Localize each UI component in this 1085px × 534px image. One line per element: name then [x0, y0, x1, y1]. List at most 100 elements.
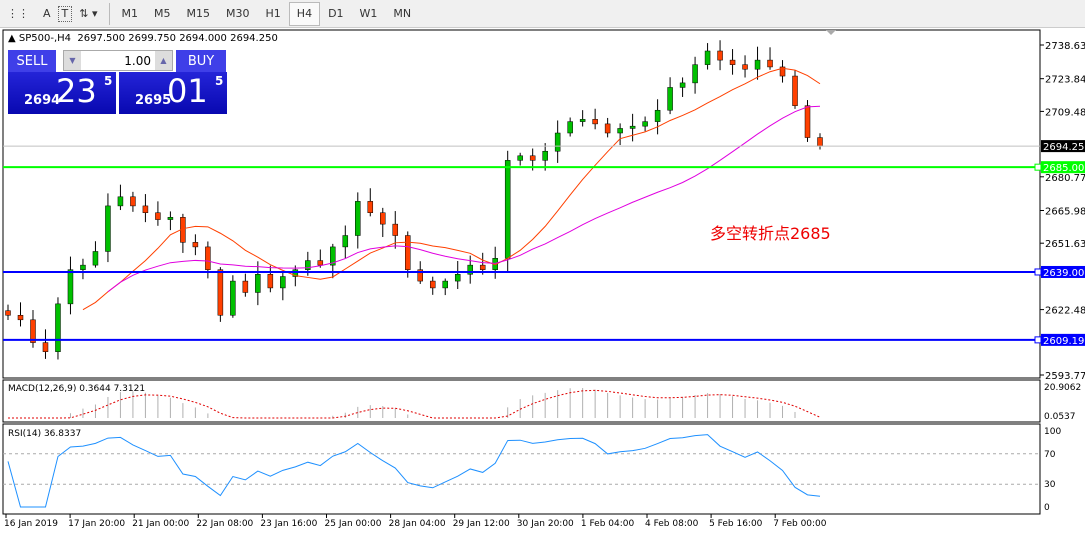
timeframe-d1[interactable]: D1: [328, 7, 344, 20]
horizontal-line[interactable]: [3, 265, 1085, 278]
bear-candle: [142, 205, 149, 213]
bull-candle: [92, 251, 99, 266]
bull-candle: [342, 235, 349, 248]
chart-annotation: 多空转折点2685: [710, 224, 831, 243]
sell-button[interactable]: SELL: [8, 50, 56, 72]
current-price-label: 2694.250: [1043, 142, 1085, 153]
timeframe-m30[interactable]: M30: [226, 7, 250, 20]
bear-candle: [405, 235, 411, 270]
increase-lot-button[interactable]: ▲: [155, 51, 172, 70]
chart-shift-marker: [826, 30, 836, 35]
macd-panel-frame: [2, 379, 1041, 423]
timeframe-mn[interactable]: MN: [393, 7, 412, 20]
bull-candle: [654, 109, 661, 122]
ohlc-close: 2694.250: [230, 33, 278, 44]
bull-candle: [679, 82, 686, 88]
bull-candle: [629, 125, 636, 129]
macd-label: MACD(12,26,9) 0.3644 7.3121: [8, 384, 145, 394]
text-tool-button[interactable]: A: [43, 7, 51, 20]
x-tick-label: 5 Feb 16:00: [709, 519, 763, 529]
bear-candle: [742, 64, 748, 70]
timeframe-w1[interactable]: W1: [359, 7, 378, 20]
bear-candle: [392, 223, 399, 236]
line-handle: [1034, 163, 1042, 171]
x-tick-label: 23 Jan 16:00: [260, 519, 317, 529]
horizontal-line[interactable]: [3, 161, 1085, 174]
price-tag-label: 2609.193: [1043, 336, 1085, 347]
bear-candle: [5, 310, 11, 316]
bear-candle: [817, 137, 823, 147]
chart-header: ▲ SP500-,H4 2697.500 2699.750 2694.000 2…: [8, 33, 278, 44]
buy-price-pips: 01: [167, 72, 208, 110]
bear-candle: [529, 155, 536, 161]
text-label-tool-button[interactable]: T: [57, 5, 73, 22]
bull-candle: [355, 201, 361, 236]
bear-candle: [429, 280, 436, 289]
bear-candle: [192, 242, 199, 248]
bull-candle: [117, 196, 124, 207]
bull-candle: [642, 121, 648, 127]
price-tag-label: 2685.000: [1043, 163, 1085, 174]
bull-candle: [305, 260, 311, 270]
bear-candle: [417, 269, 423, 282]
one-click-trading-panel: SELL ▼ 1.00 ▲ BUY 2694 23 5 2695 01 5: [8, 50, 228, 114]
fast-moving-average-line: [82, 67, 821, 311]
bull-candle: [454, 273, 461, 282]
x-tick-label: 16 Jan 2019: [4, 519, 58, 529]
bear-candle: [779, 66, 786, 77]
horizontal-line[interactable]: [3, 333, 1085, 346]
bear-candle: [729, 59, 736, 65]
decrease-lot-button[interactable]: ▼: [64, 51, 81, 70]
bull-candle: [567, 121, 573, 134]
bull-candle: [517, 155, 523, 161]
price-chart[interactable]: 2738.630 2723.840 2709.485 2680.775 2665.985…: [0, 29, 1085, 534]
bull-candle: [542, 150, 548, 161]
buy-button[interactable]: BUY: [176, 50, 226, 72]
y-tick-label: 2651.630: [1045, 239, 1085, 250]
y-tick-label: 2738.630: [1045, 41, 1085, 52]
timeframe-h1[interactable]: H1: [265, 7, 281, 20]
y-tick-label: 2665.985: [1045, 206, 1085, 217]
line-handle: [1034, 336, 1042, 344]
bull-candle: [167, 217, 174, 220]
x-tick-label: 22 Jan 08:00: [196, 519, 253, 529]
y-tick-label: 2593.775: [1045, 371, 1085, 382]
macd-signal-line: [8, 389, 821, 419]
sell-price[interactable]: 2694 23 5: [8, 72, 116, 114]
sell-price-fraction: 5: [104, 74, 113, 88]
bear-candle: [217, 269, 224, 316]
bull-candle: [255, 273, 261, 293]
buy-price[interactable]: 2695 01 5: [119, 72, 227, 114]
price-tag: [1041, 265, 1085, 278]
bull-candle: [230, 280, 236, 316]
bear-candle: [767, 59, 773, 68]
macd-tick-label: 20.9062: [1044, 383, 1081, 393]
timeframe-h4[interactable]: H4: [288, 1, 321, 26]
y-tick-label: 2709.485: [1045, 107, 1085, 118]
bear-candle: [717, 50, 723, 61]
arrows-tool-icon[interactable]: ⇅ ▾: [79, 7, 98, 20]
timeframe-m5[interactable]: M5: [154, 7, 171, 20]
grid-menu-icon[interactable]: ⋮⋮: [7, 7, 29, 20]
bear-candle: [792, 75, 798, 106]
y-tick-label: 2622.485: [1045, 306, 1085, 317]
bear-candle: [479, 264, 486, 270]
bear-candle: [267, 273, 274, 289]
bear-candle: [317, 260, 324, 266]
bull-candle: [617, 128, 623, 134]
price-tag: [1041, 161, 1085, 174]
bull-candle: [754, 59, 761, 70]
rsi-panel-frame: [2, 423, 1041, 515]
bull-candle: [467, 264, 473, 275]
sell-price-pips: 23: [56, 72, 97, 110]
sell-price-major: 2694: [24, 93, 61, 108]
bull-candle: [554, 132, 561, 152]
timeframe-m1[interactable]: M1: [121, 7, 139, 20]
x-tick-label: 29 Jan 12:00: [453, 519, 510, 529]
bear-candle: [604, 123, 611, 134]
timeframe-m15[interactable]: M15: [186, 7, 211, 20]
lot-size-input[interactable]: 1.00: [124, 54, 151, 68]
bull-candle: [330, 246, 336, 266]
price-tag-label: 2639.000: [1043, 268, 1085, 279]
bull-candle: [442, 280, 448, 289]
